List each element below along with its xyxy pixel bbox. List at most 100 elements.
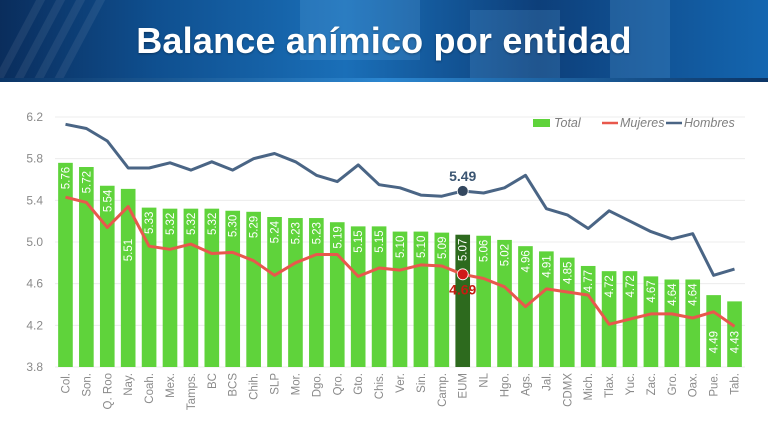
bar-value-label-group: 5.15 bbox=[374, 230, 386, 252]
bar-son bbox=[79, 167, 94, 367]
bar-value-label: 5.09 bbox=[437, 237, 449, 259]
legend-total-swatch bbox=[533, 119, 550, 127]
x-tick-label-group: Mex. bbox=[165, 373, 177, 398]
bar-value-label: 4.96 bbox=[520, 250, 532, 272]
bar-value-label-group: 5.29 bbox=[249, 216, 261, 238]
x-tick-label-group: Tamps. bbox=[186, 373, 198, 410]
bar-eum bbox=[455, 234, 471, 367]
x-tick-label: BCS bbox=[228, 373, 240, 397]
x-tick-label: SLP bbox=[270, 373, 282, 395]
x-tick-label-group: Gro. bbox=[667, 373, 679, 395]
bar-value-label: 4.85 bbox=[562, 262, 574, 284]
x-tick-label: Camp. bbox=[437, 373, 449, 407]
bar-value-label-group: 5.09 bbox=[437, 237, 449, 259]
bar-col bbox=[58, 162, 73, 367]
bar-value-label-group: 4.64 bbox=[667, 283, 679, 306]
bar-chih bbox=[246, 211, 261, 367]
x-tick-label: Oax. bbox=[688, 373, 700, 397]
legend: Total Mujeres Hombres bbox=[533, 116, 735, 130]
banner-decoration bbox=[610, 0, 670, 80]
bar-value-label: 5.10 bbox=[416, 236, 428, 258]
bar-nl bbox=[476, 235, 491, 367]
x-tick-label-group: Yuc. bbox=[625, 373, 637, 395]
y-tick-label: 4.2 bbox=[26, 318, 43, 332]
bar-value-label-group: 5.23 bbox=[311, 222, 323, 244]
bar-oax bbox=[685, 279, 701, 367]
x-tick-label-group: Coah. bbox=[144, 373, 156, 404]
x-tick-label-group: Q. Roo bbox=[102, 373, 114, 409]
bar-value-label-group: 4.49 bbox=[709, 331, 721, 353]
bar-value-label: 4.49 bbox=[709, 331, 721, 353]
bar-value-label-group: 5.19 bbox=[332, 226, 344, 248]
x-tick-label-group: Jal. bbox=[541, 373, 553, 391]
x-tick-label: Gto. bbox=[353, 373, 365, 395]
banner-decoration bbox=[470, 10, 560, 80]
bar-value-label: 5.30 bbox=[228, 215, 240, 237]
bar-value-label-group: 5.10 bbox=[416, 236, 428, 258]
banner-underline bbox=[0, 78, 768, 82]
x-tick-label-group: Ags. bbox=[520, 373, 532, 396]
y-tick-label: 5.0 bbox=[26, 235, 43, 249]
bar-value-label: 5.33 bbox=[144, 212, 156, 234]
bar-value-label-group: 5.51 bbox=[123, 239, 135, 261]
banner-decoration bbox=[300, 0, 420, 60]
x-tick-label: Jal. bbox=[541, 373, 553, 391]
bar-value-label: 5.23 bbox=[290, 222, 302, 244]
bar-value-label: 4.72 bbox=[625, 275, 637, 297]
y-tick-label: 3.8 bbox=[26, 360, 43, 374]
bar-value-label: 5.29 bbox=[249, 216, 261, 238]
bar-value-label-group: 5.24 bbox=[270, 220, 282, 243]
bar-value-label: 5.15 bbox=[374, 230, 386, 252]
x-tick-label: Sin. bbox=[416, 373, 428, 393]
bar-value-label: 5.51 bbox=[123, 239, 135, 261]
bar-bcs bbox=[225, 210, 241, 367]
mujeres-line bbox=[65, 195, 736, 328]
x-tick-label-group: Oax. bbox=[688, 373, 700, 397]
bar-gto bbox=[350, 226, 366, 367]
x-tick-label: Ver. bbox=[395, 373, 407, 393]
x-tick-label: Chih. bbox=[249, 373, 261, 400]
bar-hgo bbox=[497, 239, 512, 367]
bar-value-label-group: 5.54 bbox=[102, 189, 114, 212]
bar-cdmx bbox=[559, 257, 575, 367]
x-tick-label: Tamps. bbox=[186, 373, 198, 410]
bar-qroo bbox=[99, 185, 115, 367]
bar-value-label: 5.32 bbox=[165, 213, 177, 235]
x-tick-label-group: Camp. bbox=[437, 373, 449, 407]
bar-value-label: 4.67 bbox=[646, 280, 658, 302]
legend-mujeres-label: Mujeres bbox=[620, 116, 664, 130]
bar-tamps bbox=[183, 208, 199, 367]
bar-ver bbox=[392, 231, 408, 367]
hombres-line bbox=[65, 122, 735, 277]
bar-bc bbox=[204, 208, 220, 367]
x-tick-label: Coah. bbox=[144, 373, 156, 404]
x-tick-label: NL bbox=[479, 372, 491, 387]
hombres-eum-marker bbox=[456, 185, 469, 197]
bar-value-label: 5.23 bbox=[311, 222, 323, 244]
x-tick-label-group: Mor. bbox=[290, 373, 302, 395]
x-tick-label-group: Col. bbox=[60, 373, 72, 393]
x-tick-label: EUM bbox=[458, 373, 470, 399]
bar-value-label: 4.77 bbox=[583, 270, 595, 292]
header-banner: Balance anímico por entidad bbox=[0, 0, 768, 82]
bar-mich bbox=[580, 265, 596, 367]
y-tick-label: 4.6 bbox=[26, 277, 43, 291]
bar-value-label-group: 5.15 bbox=[353, 230, 365, 252]
mujeres-eum-annotation: 4.69 bbox=[449, 281, 476, 297]
x-tick-label-group: Dgo. bbox=[311, 373, 323, 397]
x-tick-label: Mor. bbox=[290, 373, 302, 395]
bar-value-label: 5.06 bbox=[479, 240, 491, 262]
legend-hombres-label: Hombres bbox=[684, 116, 735, 130]
x-tick-label-group: EUM bbox=[458, 373, 470, 399]
x-tick-label-group: CDMX bbox=[562, 373, 574, 407]
x-tick-label-group: Zac. bbox=[646, 373, 658, 395]
x-tick-label-group: SLP bbox=[270, 373, 282, 395]
x-tick-label: Col. bbox=[60, 373, 72, 393]
x-tick-label-group: Hgo. bbox=[500, 373, 512, 397]
bar-value-label-group: 5.32 bbox=[186, 213, 198, 235]
page-title: Balance anímico por entidad bbox=[136, 20, 632, 61]
x-tick-label-group: BC bbox=[207, 373, 219, 389]
bar-value-label: 5.54 bbox=[102, 189, 114, 212]
bar-slp bbox=[267, 217, 282, 367]
x-tick-label-group: Tlax. bbox=[604, 373, 616, 398]
